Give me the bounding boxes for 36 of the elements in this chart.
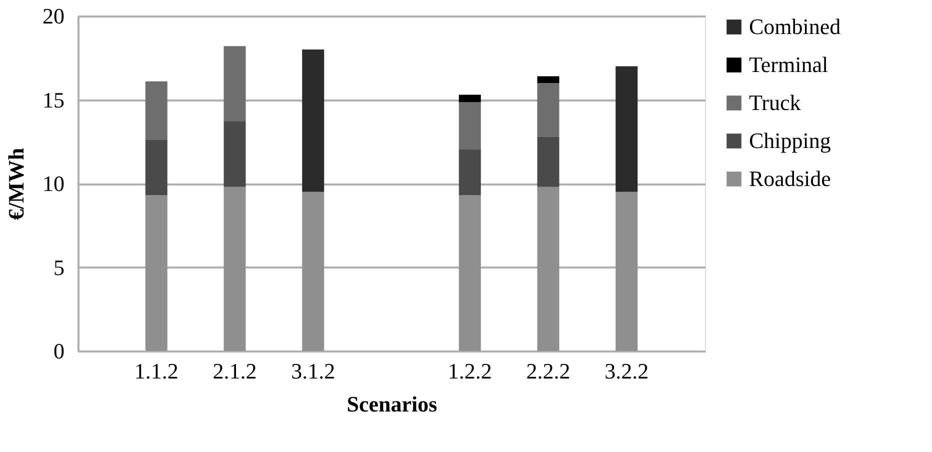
legend-label: Roadside	[749, 166, 831, 191]
y-tick-label: 5	[54, 254, 64, 280]
legend-label: Truck	[749, 90, 801, 115]
y-axis-title: €/MWh	[4, 148, 28, 220]
legend-label: Combined	[749, 14, 841, 39]
bar	[616, 66, 638, 192]
bar	[537, 136, 560, 187]
bar	[616, 192, 638, 351]
bar	[302, 50, 324, 192]
bar	[537, 186, 560, 351]
y-tick-label: 10	[42, 171, 64, 196]
bar	[145, 195, 168, 351]
bar	[302, 192, 324, 351]
bar	[537, 83, 560, 137]
y-tick-label: 20	[42, 4, 64, 28]
legend-label: Terminal	[749, 52, 828, 77]
bar	[458, 149, 481, 196]
bar	[458, 102, 481, 150]
bar	[458, 94, 481, 102]
bar	[224, 186, 246, 351]
y-tick-label: 15	[42, 87, 64, 112]
bar	[537, 76, 560, 83]
x-tick-label: 3.2.2	[604, 358, 649, 384]
y-tick-label: 0	[54, 338, 64, 364]
x-tick-label: 3.1.2	[291, 358, 336, 384]
x-tick-label: 2.1.2	[212, 358, 257, 384]
bar	[145, 81, 168, 140]
x-tick-label: 1.2.2	[448, 358, 492, 384]
x-tick-label: 1.1.2	[134, 358, 178, 384]
x-tick-label: 2.2.2	[526, 358, 570, 384]
bar	[458, 195, 481, 351]
bar	[224, 122, 246, 187]
bar	[145, 140, 168, 196]
bar	[224, 46, 246, 122]
x-axis-title: Scenarios	[346, 392, 438, 416]
legend-label: Chipping	[749, 128, 831, 153]
